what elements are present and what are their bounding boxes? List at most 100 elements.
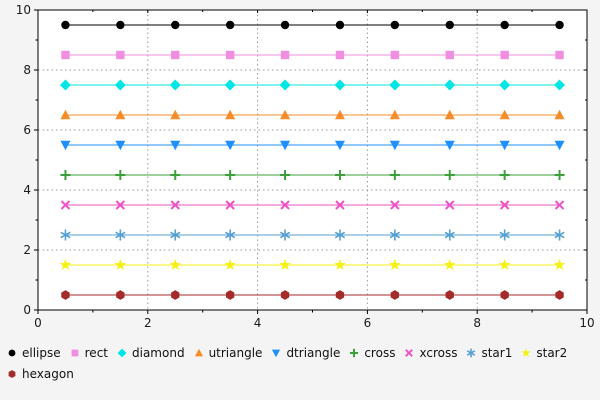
square-marker (61, 50, 70, 60)
plus-marker (389, 169, 400, 181)
diamond-marker (389, 79, 401, 91)
plus-marker (115, 169, 126, 181)
x-marker (225, 200, 235, 210)
circle-marker (171, 20, 180, 30)
hexagon-marker (8, 370, 16, 378)
square-marker (225, 50, 235, 60)
x-tick-label: 2 (144, 316, 152, 330)
plus-marker (225, 169, 236, 181)
diamond-marker (169, 79, 181, 91)
circle-marker (445, 20, 454, 30)
legend-label: ellipse (22, 346, 61, 360)
asterisk-marker (554, 229, 565, 241)
asterisk-marker (467, 348, 476, 358)
legend-item-diamond: diamond (115, 343, 185, 363)
plus-marker (170, 169, 181, 181)
asterisk-marker (334, 229, 346, 241)
plus-marker (499, 169, 510, 181)
diamond-marker (499, 79, 511, 91)
cross-legend-icon (350, 348, 359, 358)
series-dtriangle (60, 140, 565, 151)
square-marker (335, 50, 345, 60)
circle-marker (8, 349, 16, 357)
up-triangle-marker (60, 109, 71, 120)
y-tick-label: 6 (23, 123, 31, 137)
star-marker (498, 258, 511, 270)
down-triangle-marker (554, 140, 565, 151)
xcross-legend-icon (405, 349, 414, 357)
legend-label: utriangle (208, 346, 263, 360)
star-marker (59, 258, 72, 270)
legend-item-hexagon: hexagon (5, 364, 74, 384)
diamond-marker (279, 79, 291, 91)
asterisk-marker (444, 229, 455, 241)
star-marker (279, 258, 291, 270)
x-marker (405, 349, 414, 357)
circle-marker (225, 20, 235, 30)
diamond-marker (444, 79, 456, 91)
plus-marker (60, 169, 71, 181)
circle-legend-icon (8, 349, 16, 357)
up-triangle-marker (499, 109, 510, 120)
x-marker (335, 200, 345, 210)
hexagon-marker (335, 290, 345, 300)
x-marker (115, 200, 126, 210)
legend-label: cross (364, 346, 396, 360)
hexagon-marker (555, 290, 564, 300)
legend-item-ellipse: ellipse (5, 343, 61, 363)
diamond-marker (224, 79, 236, 91)
circle-marker (500, 20, 509, 30)
down-triangle-marker (499, 140, 510, 151)
y-tick-label: 8 (23, 63, 31, 77)
down-triangle-marker (444, 140, 455, 151)
up-triangle-marker (389, 109, 400, 120)
chart-plot-area: 0 2 4 6 8 10 0 2 4 6 8 10 (15, 3, 595, 330)
asterisk-marker (170, 229, 181, 241)
hexagon-marker (445, 290, 454, 300)
series-xcross (60, 200, 565, 210)
down-triangle-marker (60, 140, 71, 151)
legend-item-utriangle: utriangle (192, 343, 263, 363)
x-marker (390, 200, 400, 210)
asterisk-marker (499, 229, 510, 241)
x-tick-label: 0 (34, 316, 42, 330)
diamond-marker (114, 79, 126, 91)
star-marker (169, 258, 182, 270)
asterisk-marker (60, 229, 71, 241)
legend-item-xcross: xcross (402, 343, 457, 363)
circle-marker (116, 20, 125, 30)
down-triangle-marker (225, 140, 236, 151)
star2-legend-icon (521, 348, 532, 357)
series-star1 (60, 229, 565, 241)
y-tick-label: 2 (23, 243, 31, 257)
series-star2 (59, 258, 566, 270)
legend-label: diamond (132, 346, 185, 360)
up-triangle-marker (554, 109, 565, 120)
diamond-marker (334, 79, 346, 91)
hexagon-marker (225, 290, 235, 300)
square-marker (71, 349, 79, 357)
series-ellipse (61, 20, 564, 30)
y-tick-label: 4 (23, 183, 31, 197)
series-hexagon (61, 290, 564, 300)
x-marker (280, 200, 290, 210)
series-cross (60, 169, 565, 181)
circle-marker (61, 20, 70, 30)
hexagon-marker (280, 290, 290, 300)
star-marker (443, 258, 456, 270)
circle-marker (280, 20, 290, 30)
diamond-marker (554, 79, 566, 91)
down-triangle-marker (115, 140, 126, 151)
plot-background (38, 10, 587, 310)
down-triangle-marker (389, 140, 400, 151)
star1-legend-icon (467, 348, 476, 358)
legend-label: hexagon (22, 367, 74, 381)
x-tick-label: 4 (254, 316, 262, 330)
asterisk-marker (115, 229, 126, 241)
star-marker (334, 258, 346, 270)
up-triangle-marker (194, 348, 203, 357)
diamond-marker (117, 348, 127, 358)
square-marker (500, 50, 509, 60)
series-diamond (59, 79, 566, 91)
diamond-legend-icon (117, 348, 127, 358)
